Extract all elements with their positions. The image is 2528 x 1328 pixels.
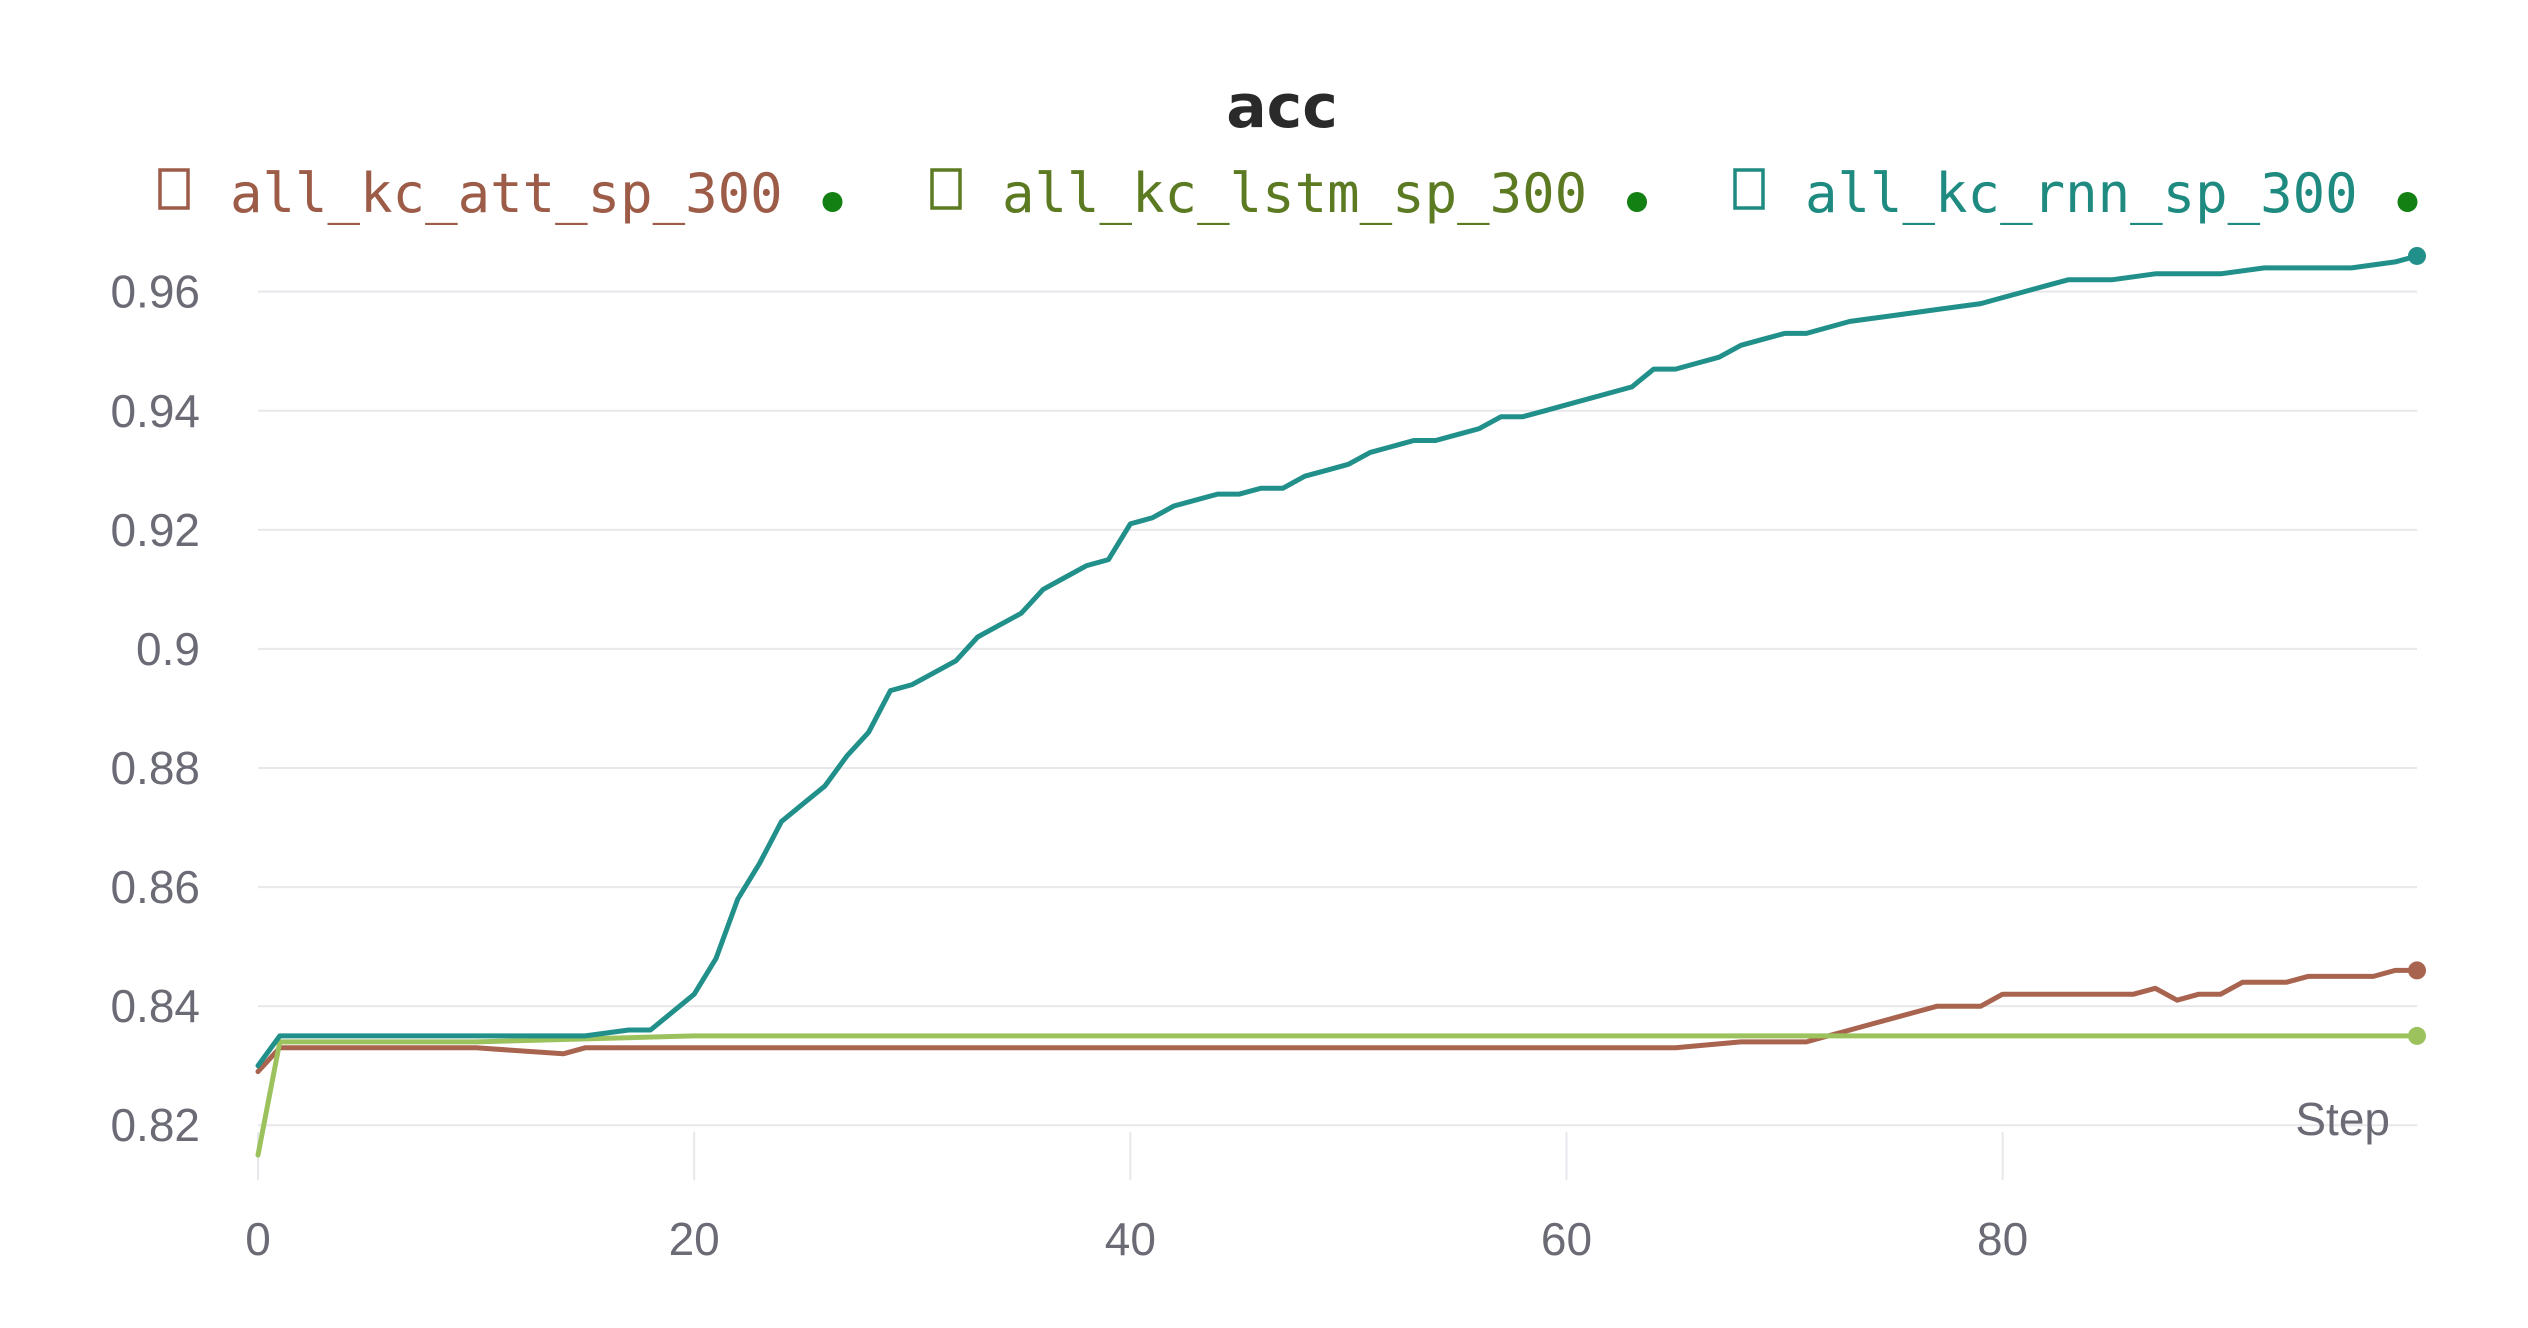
y-tick-label: 0.92 [110, 504, 200, 556]
series-end-point-all_kc_rnn_sp_300 [2408, 246, 2426, 265]
legend-swatch [1733, 168, 1765, 210]
y-axis: 0.82 0.84 0.86 0.88 0.9 0.92 0.94 0.96 [110, 266, 200, 1152]
legend-label: all_kc_att_sp_300 [230, 162, 783, 225]
x-axis-label: Step [2295, 1093, 2390, 1145]
legend-status-dot [2397, 192, 2418, 212]
series-end-point-all_kc_att_sp_300 [2408, 961, 2426, 980]
legend-label: all_kc_rnn_sp_300 [1805, 162, 2358, 225]
legend-swatch [158, 168, 190, 210]
y-tick-label: 0.86 [110, 861, 200, 913]
x-tick-label: 60 [1541, 1213, 1592, 1265]
y-tick-label: 0.96 [110, 266, 200, 318]
legend-status-dot [1627, 192, 1647, 212]
series-line-all_kc_att_sp_300 [255, 967, 2420, 1075]
x-tick-label: 20 [669, 1213, 720, 1265]
y-tick-label: 0.94 [110, 385, 200, 437]
series-end-point-all_kc_lstm_sp_300 [2408, 1026, 2426, 1045]
legend-item-all_kc_att_sp_300[interactable]: all_kc_att_sp_300 [158, 162, 843, 225]
legend-item-all_kc_rnn_sp_300[interactable]: all_kc_rnn_sp_300 [1733, 162, 2418, 225]
legend: all_kc_att_sp_300 all_kc_lstm_sp_300 all_k… [158, 162, 2418, 225]
x-axis: 0 20 40 60 80 [245, 1213, 2028, 1265]
legend-status-dot [822, 192, 843, 212]
legend-swatch [930, 168, 962, 210]
x-tick-label: 40 [1105, 1213, 1156, 1265]
legend-item-all_kc_lstm_sp_300[interactable]: all_kc_lstm_sp_300 [930, 162, 1647, 225]
series-lines [255, 246, 2426, 1158]
y-tick-label: 0.88 [110, 742, 200, 794]
grid-lines [257, 290, 2417, 1180]
y-tick-label: 0.84 [110, 980, 200, 1032]
series-line-all_kc_rnn_sp_300 [255, 253, 2420, 1069]
legend-label: all_kc_lstm_sp_300 [1002, 162, 1587, 225]
x-tick-label: 0 [245, 1213, 271, 1265]
x-tick-label: 80 [1977, 1213, 2028, 1265]
series-line-all_kc_lstm_sp_300 [255, 1033, 2420, 1158]
chart-title: acc [1226, 72, 1338, 142]
y-tick-label: 0.82 [110, 1099, 200, 1151]
y-tick-label: 0.9 [136, 623, 200, 675]
